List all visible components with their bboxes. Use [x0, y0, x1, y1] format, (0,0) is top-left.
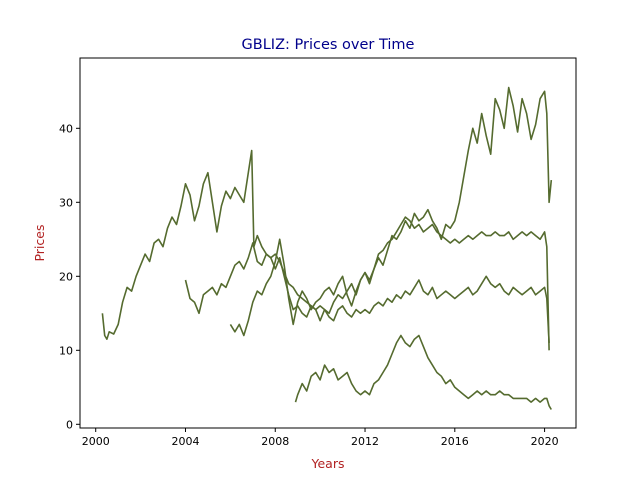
y-axis-ticks: 0 10 20 30 40: [59, 122, 80, 431]
y-tick-label: 20: [59, 270, 73, 283]
x-tick-label: 2004: [171, 435, 199, 448]
y-tick-label: 10: [59, 344, 73, 357]
plot-frame: [79, 57, 577, 429]
series-line-3: [229, 216, 550, 351]
x-tick-label: 2008: [261, 435, 289, 448]
y-tick-label: 30: [59, 196, 73, 209]
y-tick-label: 0: [66, 418, 73, 431]
y-tick-label: 40: [59, 122, 73, 135]
x-tick-label: 2016: [441, 435, 469, 448]
y-axis-label: Prices: [32, 224, 47, 261]
x-axis-label: Years: [311, 456, 345, 471]
x-tick-label: 2012: [351, 435, 379, 448]
x-tick-label: 2020: [531, 435, 559, 448]
series-group: [101, 86, 553, 410]
series-line-4: [294, 334, 552, 410]
series-line-2: [184, 242, 550, 343]
x-axis-ticks: 2000 2004 2008 2012 2016 2020: [82, 428, 559, 448]
x-tick-label: 2000: [82, 435, 110, 448]
chart-title: GBLIZ: Prices over Time: [242, 37, 415, 53]
